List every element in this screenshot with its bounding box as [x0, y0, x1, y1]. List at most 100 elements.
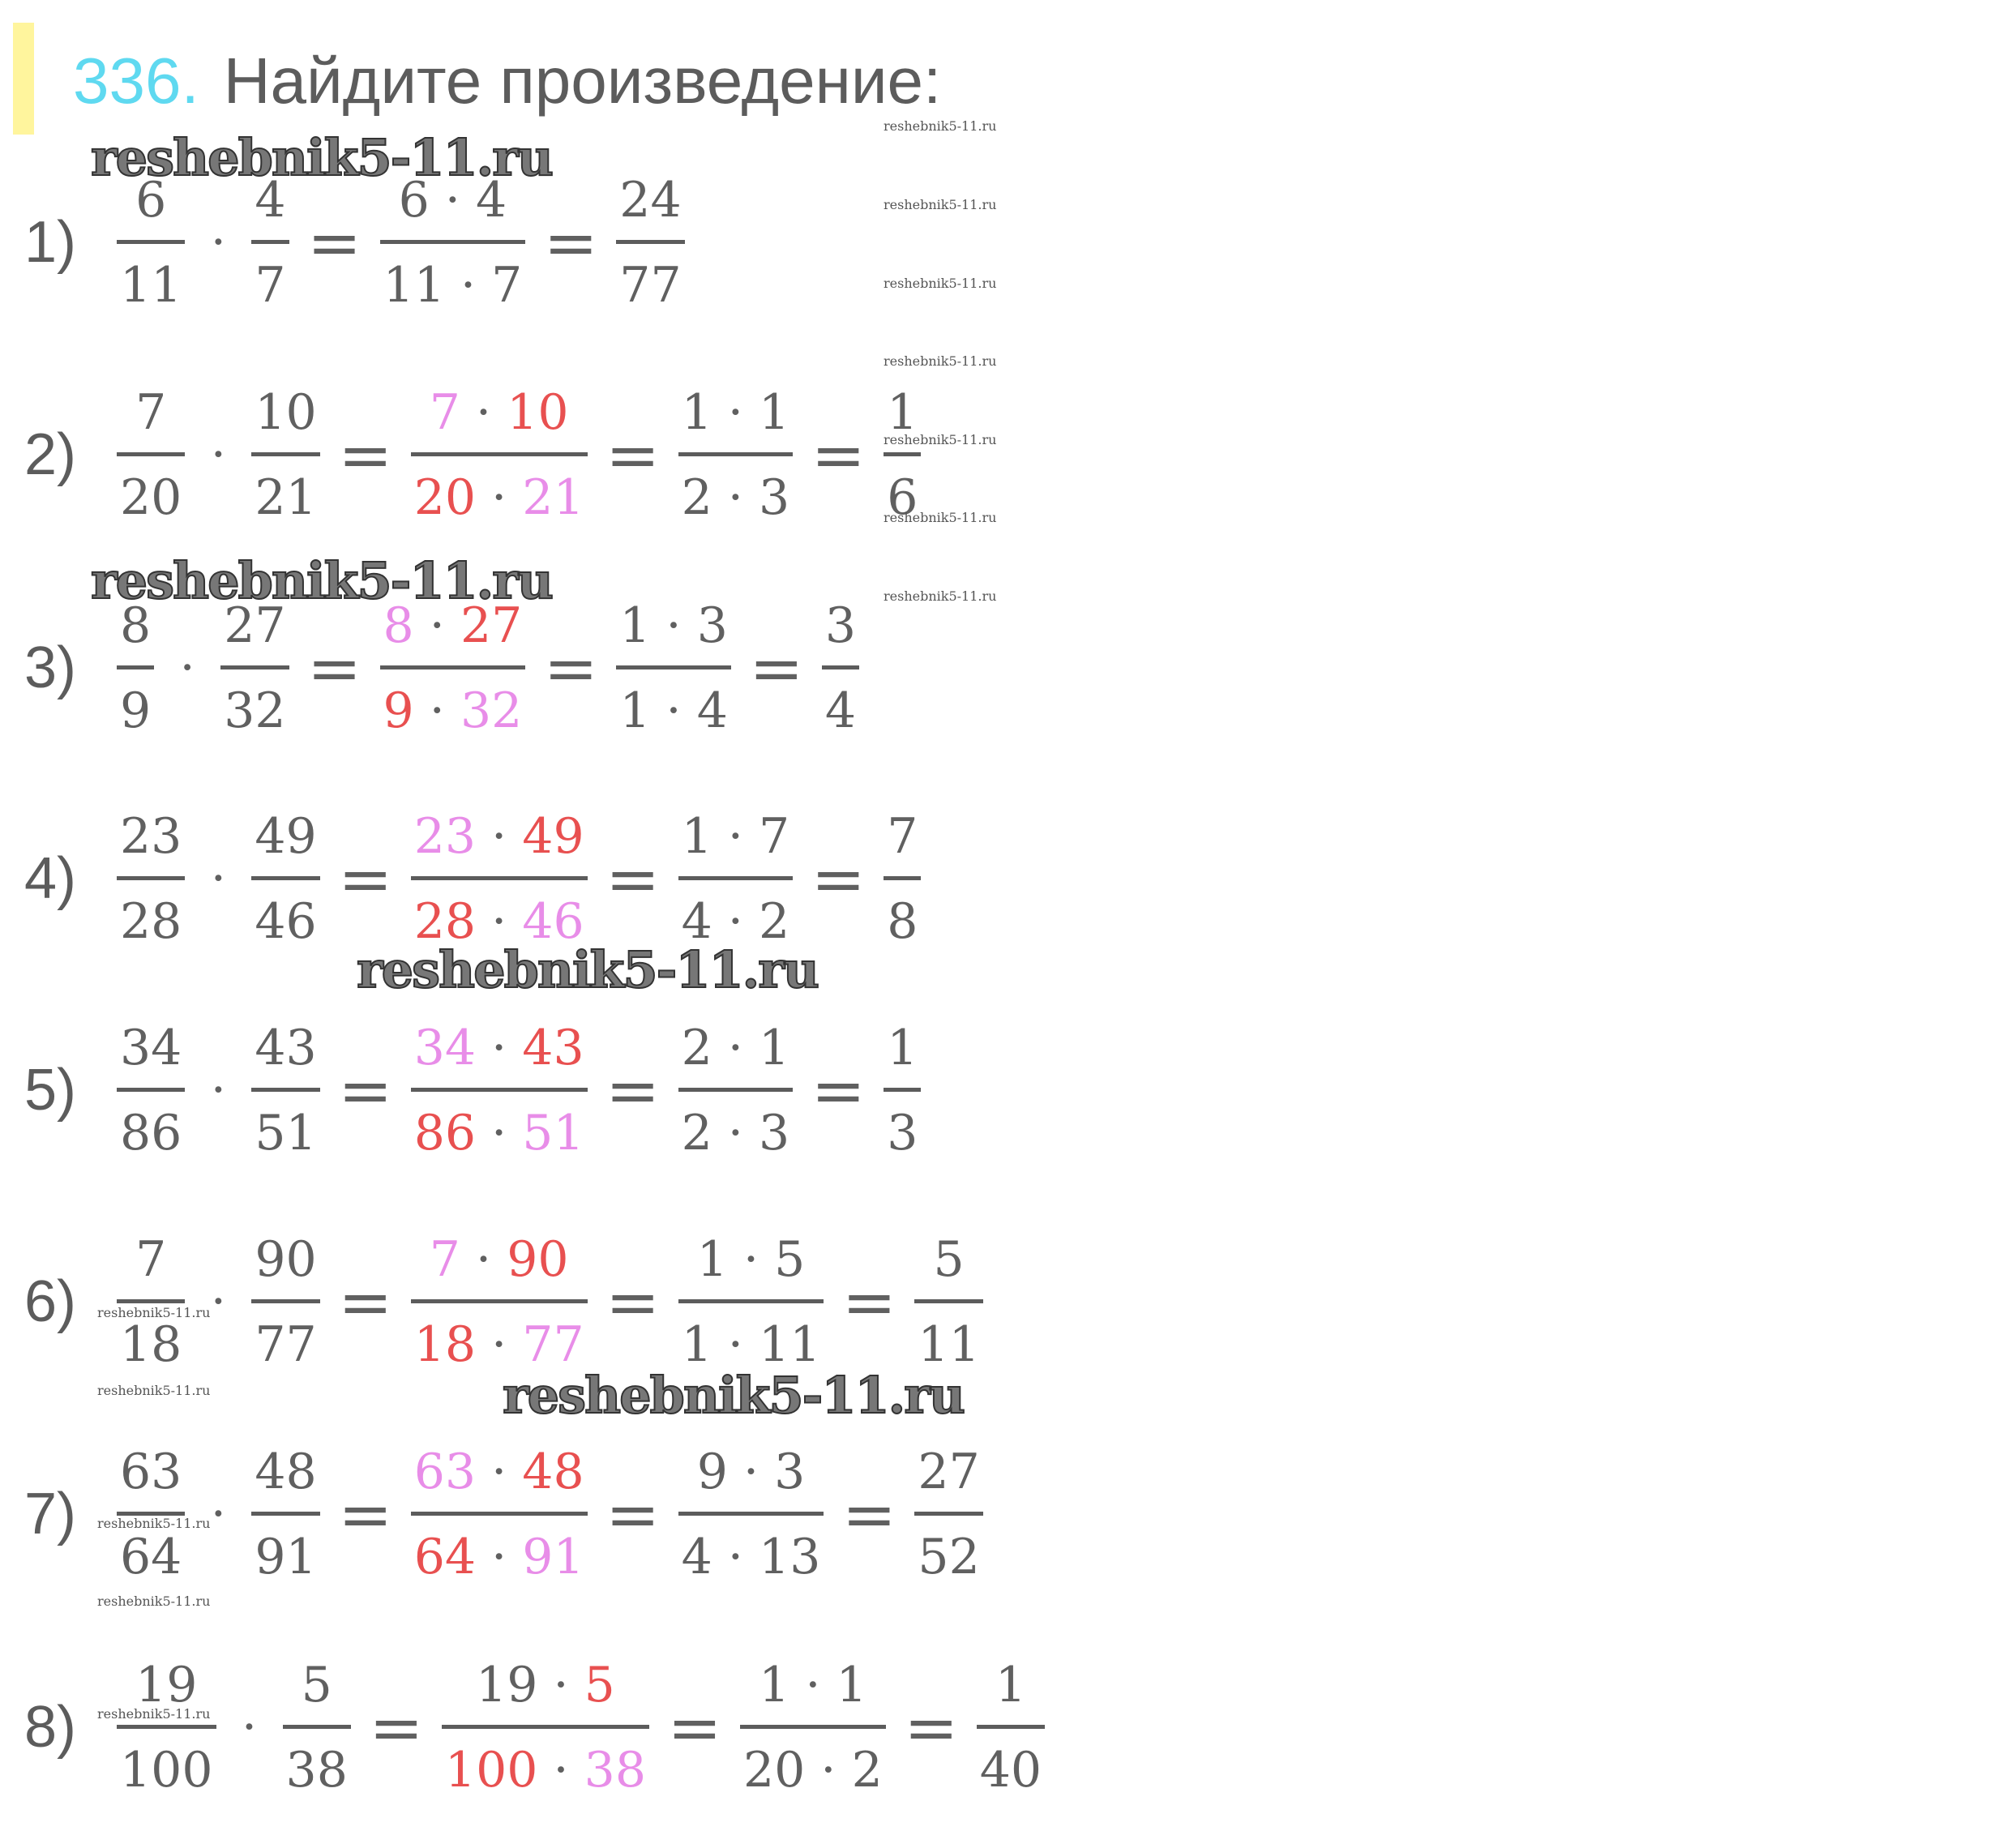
fraction: 7 · 90 18 · 77: [410, 1231, 588, 1373]
multiply-sign: ·: [210, 850, 226, 907]
equals-sign: =: [811, 1052, 866, 1128]
factor: 10: [255, 383, 317, 441]
denominator: 28: [117, 893, 185, 950]
fraction: 1 · 1 20 · 2: [740, 1657, 886, 1799]
fraction: 24 77: [616, 172, 685, 314]
watermark-logo: reshebnik5-11.ru: [356, 939, 820, 1000]
factor: 7: [887, 807, 918, 865]
factor: 48: [255, 1443, 317, 1500]
numerator: 19: [132, 1657, 200, 1713]
factor: 38: [584, 1741, 646, 1799]
factor: 21: [255, 468, 317, 526]
factor: 64: [120, 1528, 182, 1585]
numerator: 9 · 3: [694, 1444, 809, 1500]
factor: 86: [120, 1104, 182, 1161]
fraction-bar: [410, 1298, 588, 1303]
denominator: 21: [251, 469, 319, 526]
fraction: 27 32: [220, 597, 289, 739]
fraction-bar: [410, 1511, 588, 1516]
denominator: 4 · 2: [678, 893, 794, 950]
fraction-bar: [441, 1724, 649, 1729]
denominator: 91: [251, 1529, 319, 1585]
watermark-small: reshebnik5-11.ru: [884, 197, 997, 212]
numerator: 8 · 27: [380, 597, 526, 654]
watermark-small: reshebnik5-11.ru: [884, 432, 997, 447]
fraction: 1 · 3 1 · 4: [616, 597, 731, 739]
denominator: 46: [251, 893, 319, 950]
numerator: 48: [251, 1444, 319, 1500]
watermark-small: reshebnik5-11.ru: [884, 276, 997, 291]
factor: 2 · 1: [681, 1019, 790, 1076]
fraction-bar: [117, 451, 186, 456]
factor: ·: [476, 468, 523, 526]
factor: ·: [537, 1741, 584, 1799]
equals-sign: =: [338, 1476, 393, 1552]
fraction-bar: [410, 875, 588, 880]
fraction: 27 52: [914, 1444, 983, 1585]
denominator: 32: [220, 682, 289, 739]
numerator: 3: [822, 597, 859, 654]
fraction-bar: [117, 875, 186, 880]
exercise-title: Найдите произведение:: [223, 45, 942, 117]
factor: 6: [887, 468, 918, 526]
factor: 18: [120, 1315, 182, 1373]
denominator: 9: [117, 682, 154, 739]
denominator: 1 · 11: [678, 1316, 824, 1373]
fraction-bar: [117, 1087, 186, 1092]
multiply-sign: ·: [179, 640, 195, 696]
factor: 7: [135, 383, 167, 441]
denominator: 11: [117, 257, 185, 314]
factor: 1: [887, 383, 918, 441]
fraction-bar: [616, 665, 731, 669]
fraction-bar: [220, 665, 289, 669]
equals-sign: =: [605, 1476, 661, 1552]
fraction: 43 51: [251, 1020, 320, 1161]
factor: 4 · 2: [681, 892, 790, 950]
multiply-sign: ·: [241, 1699, 258, 1756]
factor: 23: [120, 807, 182, 865]
numerator: 27: [914, 1444, 982, 1500]
watermark-small: reshebnik5-11.ru: [97, 1516, 211, 1531]
denominator: 77: [616, 257, 684, 314]
denominator: 18 · 77: [411, 1316, 588, 1373]
denominator: 40: [977, 1742, 1045, 1799]
fraction: 1 · 7 4 · 2: [678, 808, 794, 950]
exercise-header: 336. Найдите произведение:: [73, 42, 941, 120]
denominator: 38: [283, 1742, 351, 1799]
fraction: 6 11: [117, 172, 186, 314]
factor: 91: [522, 1528, 584, 1585]
factor: ·: [476, 1315, 523, 1373]
fraction: 19 · 5 100 · 38: [441, 1657, 649, 1799]
factor: 51: [255, 1104, 317, 1161]
watermark-small: reshebnik5-11.ru: [97, 1383, 211, 1398]
numerator: 7 · 10: [426, 384, 572, 441]
factor: 100: [120, 1741, 213, 1799]
fraction-bar: [117, 239, 186, 244]
equals-sign: =: [307, 630, 362, 706]
denominator: 9 · 32: [380, 682, 526, 739]
fraction: 34 · 43 86 · 51: [410, 1019, 588, 1161]
denominator: 77: [251, 1316, 319, 1373]
problem-label: 4): [24, 846, 77, 911]
equals-sign: =: [841, 1264, 896, 1340]
factor: 63: [413, 1443, 477, 1500]
numerator: 24: [616, 172, 684, 229]
fraction: 9 · 3 4 · 13: [678, 1444, 824, 1585]
factor: 40: [979, 1741, 1042, 1799]
factor: 9 · 3: [696, 1443, 806, 1500]
fraction-bar: [884, 451, 922, 456]
numerator: 43: [251, 1020, 319, 1076]
problem-label: 6): [24, 1269, 77, 1334]
factor: 4: [255, 171, 286, 229]
highlight-bar: [13, 23, 34, 135]
factor: 11: [918, 1315, 980, 1373]
factor: 34: [413, 1019, 477, 1076]
denominator: 52: [914, 1529, 982, 1585]
denominator: 86: [117, 1105, 185, 1161]
fraction: 19 100: [117, 1657, 216, 1799]
factor: 1 · 7: [681, 807, 790, 865]
factor: 10: [507, 383, 569, 441]
numerator: 7: [884, 808, 921, 865]
denominator: 20: [117, 469, 185, 526]
denominator: 100: [117, 1742, 216, 1799]
